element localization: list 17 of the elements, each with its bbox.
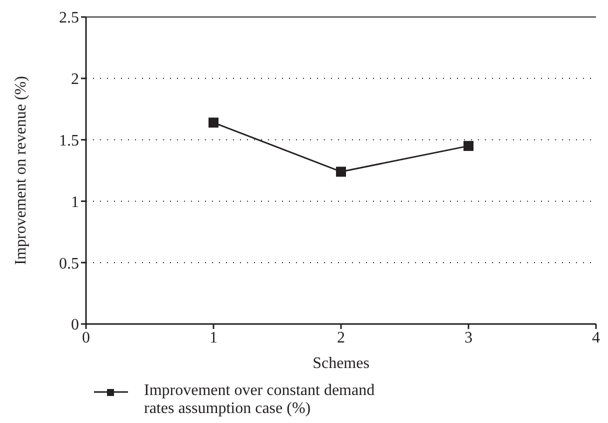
point [208, 118, 218, 128]
y-tick-label: 2 [71, 71, 79, 88]
x-tick-label: 3 [464, 329, 472, 346]
y-tick-label: 1.5 [59, 132, 79, 150]
point [336, 166, 346, 177]
legend-label: Improvement over constant demand rates assumption case (%) [144, 382, 376, 418]
x-tick-label: 4 [592, 329, 600, 346]
x-tick-label: 1 [210, 329, 218, 346]
y-tick-label: 0 [71, 316, 79, 334]
point [464, 140, 474, 151]
y-axis-title: Improvement on revenue (%) [12, 76, 30, 265]
x-tick-label: 0 [82, 329, 90, 346]
x-tick-label: 2 [337, 329, 345, 346]
x-axis-title: Schemes [312, 355, 370, 372]
y-tick-label: 2.5 [59, 10, 79, 27]
y-tick-label: 0.5 [59, 255, 79, 272]
y-tick-label: 1 [71, 194, 79, 211]
